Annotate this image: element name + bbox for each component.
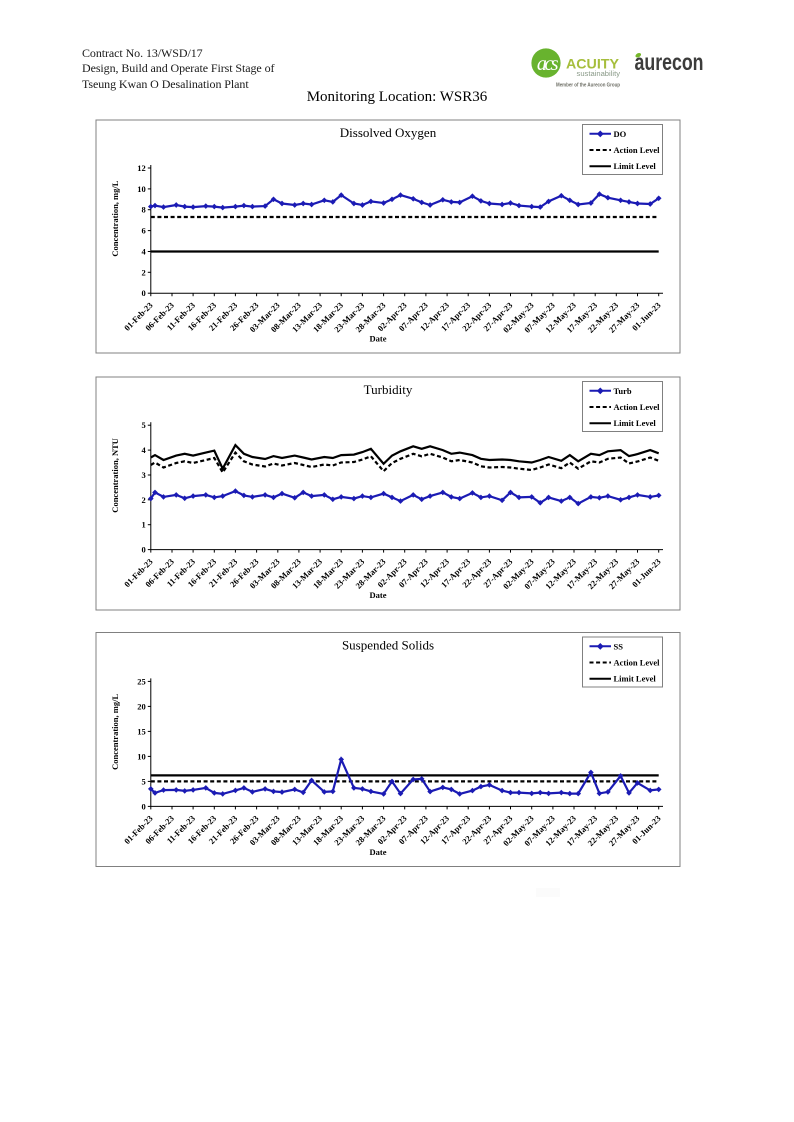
svg-text:0: 0 (142, 545, 146, 555)
svg-text:Dissolved Oxygen: Dissolved Oxygen (340, 125, 437, 140)
svg-text:Limit Level: Limit Level (614, 418, 657, 428)
svg-text:6: 6 (142, 226, 146, 236)
svg-text:0: 0 (142, 801, 146, 811)
svg-text:Suspended Solids: Suspended Solids (342, 638, 434, 653)
svg-text:3: 3 (142, 470, 146, 480)
svg-text:Action Level: Action Level (614, 402, 661, 412)
svg-text:20: 20 (137, 701, 146, 711)
svg-text:Concentration, mg/L: Concentration, mg/L (110, 180, 120, 256)
svg-text:SS: SS (614, 641, 624, 651)
svg-text:4: 4 (142, 247, 147, 257)
svg-text:Concentration, mg/L: Concentration, mg/L (110, 694, 120, 770)
svg-text:Limit Level: Limit Level (614, 674, 657, 684)
svg-text:Action Level: Action Level (614, 145, 661, 155)
svg-text:aurecon: aurecon (635, 49, 704, 75)
svg-text:4: 4 (142, 445, 147, 455)
svg-text:Date: Date (370, 334, 387, 344)
svg-text:5: 5 (142, 776, 146, 786)
svg-text:15: 15 (137, 726, 146, 736)
svg-text:Concentration, NTU: Concentration, NTU (110, 438, 120, 513)
svg-text:10: 10 (137, 184, 146, 194)
svg-text:Date: Date (370, 590, 387, 600)
svg-text:Turb: Turb (614, 386, 632, 396)
svg-text:5: 5 (142, 420, 146, 430)
svg-text:ACUITY: ACUITY (566, 56, 620, 72)
svg-text:12: 12 (137, 163, 146, 173)
svg-text:8: 8 (142, 205, 146, 215)
svg-text:1: 1 (142, 520, 146, 530)
svg-text:2: 2 (142, 495, 146, 505)
svg-text:Turbidity: Turbidity (364, 382, 413, 397)
svg-text:Limit Level: Limit Level (614, 161, 657, 171)
svg-text:acs: acs (537, 53, 559, 75)
svg-text:DO: DO (614, 129, 627, 139)
svg-text:Action Level: Action Level (614, 658, 661, 668)
svg-text:Date: Date (370, 847, 387, 857)
svg-text:25: 25 (137, 676, 146, 686)
svg-text:10: 10 (137, 751, 146, 761)
svg-text:sustainability: sustainability (577, 69, 621, 78)
svg-text:2: 2 (142, 267, 146, 277)
svg-text:0: 0 (142, 288, 146, 298)
svg-text:Member of the Aurecon Group: Member of the Aurecon Group (556, 82, 620, 88)
